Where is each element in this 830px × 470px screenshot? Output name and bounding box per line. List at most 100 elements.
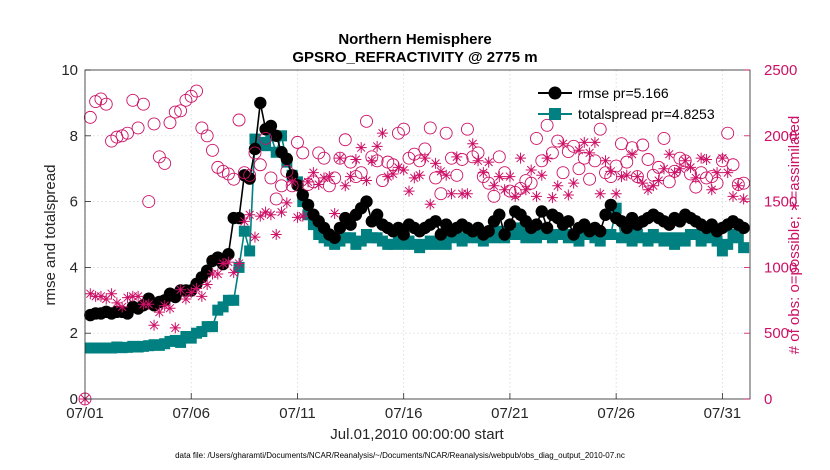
assimilated-obs-point <box>159 300 171 312</box>
possible-obs-point <box>583 172 597 186</box>
chart-subtitle: GPSRO_REFRACTIVITY @ 2775 m <box>292 49 537 66</box>
spread-point <box>642 235 654 247</box>
rmse-point <box>429 215 442 228</box>
x-tick-label: 07/16 <box>385 405 423 422</box>
possible-obs-point <box>168 105 182 119</box>
possible-obs-point <box>556 166 570 180</box>
rmse-point <box>280 152 294 166</box>
assimilated-obs-point <box>546 192 558 204</box>
assimilated-obs-point <box>228 267 240 279</box>
rmse-point <box>535 205 548 218</box>
y-tick-label: 10 <box>61 62 78 79</box>
assimilated-obs-point <box>515 152 527 164</box>
rmse-point <box>301 198 315 212</box>
possible-obs-point <box>99 97 113 111</box>
assimilated-obs-point <box>552 180 564 192</box>
possible-obs-point <box>174 104 188 118</box>
legend-spread-marker <box>549 108 561 120</box>
rmse-point <box>328 231 341 244</box>
spread-point <box>345 232 357 244</box>
possible-obs-point <box>535 154 549 168</box>
assimilated-obs-point <box>270 229 282 240</box>
spread-point <box>626 235 638 247</box>
assimilated-obs-point <box>536 169 548 181</box>
spread-point <box>451 229 463 240</box>
assimilated-obs-point <box>132 290 144 302</box>
rmse-point <box>540 221 554 235</box>
assimilated-obs-point <box>467 138 479 150</box>
assimilated-obs-point <box>732 180 744 192</box>
assimilated-obs-point <box>685 161 697 173</box>
possible-obs-point <box>662 175 676 189</box>
rmse-point <box>620 221 633 235</box>
possible-obs-point <box>498 166 512 180</box>
x-tick-label: 07/31 <box>704 405 742 422</box>
possible-obs-point <box>439 126 453 140</box>
assimilated-obs-point <box>440 169 452 181</box>
possible-obs-point <box>492 150 506 164</box>
assimilated-obs-point <box>345 171 357 183</box>
possible-obs-point <box>190 84 203 98</box>
assimilated-obs-point <box>600 155 612 167</box>
assimilated-obs-point <box>716 152 728 164</box>
possible-obs-point <box>572 162 586 176</box>
possible-obs-point <box>264 171 278 185</box>
series-rmse <box>84 96 750 322</box>
spread-point <box>493 225 505 237</box>
assimilated-obs-point <box>143 298 155 310</box>
assimilated-obs-point <box>430 157 442 169</box>
assimilated-obs-point <box>318 172 330 184</box>
rmse-point <box>270 129 283 142</box>
spread-point <box>488 232 500 244</box>
possible-obs-point <box>397 122 411 136</box>
spread-point <box>307 219 319 231</box>
assimilated-obs-point <box>589 136 601 148</box>
rmse-point <box>360 195 373 208</box>
rmse-point <box>737 221 750 235</box>
assimilated-obs-point <box>100 293 112 305</box>
assimilated-obs-point <box>653 175 665 187</box>
assimilated-obs-point <box>84 288 96 300</box>
possible-obs-point <box>269 192 283 206</box>
assimilated-obs-point <box>217 257 229 269</box>
assimilated-obs-point <box>244 209 256 221</box>
y-right-tick-label: 1500 <box>764 194 797 211</box>
spread-point <box>706 229 718 240</box>
spread-point <box>440 238 452 250</box>
y-right-tick-label: 1000 <box>764 259 797 276</box>
possible-obs-point <box>423 121 437 135</box>
spread-point <box>573 235 585 247</box>
possible-obs-point <box>152 150 166 164</box>
assimilated-obs-point <box>621 169 633 181</box>
assimilated-obs-point <box>249 231 261 243</box>
rmse-point <box>530 218 543 231</box>
possible-obs-point <box>545 146 559 160</box>
assimilated-obs-point <box>631 171 643 183</box>
possible-obs-point <box>577 151 591 165</box>
assimilated-obs-point <box>307 167 319 179</box>
assimilated-obs-point <box>573 144 585 156</box>
assimilated-obs-point <box>499 184 511 196</box>
assimilated-obs-point <box>111 297 123 309</box>
assimilated-obs-point <box>339 180 351 192</box>
assimilated-obs-point <box>525 164 537 176</box>
spread-point <box>206 321 218 333</box>
spread-point <box>690 229 702 240</box>
assimilated-obs-point <box>679 155 691 167</box>
assimilated-obs-point <box>153 306 165 318</box>
assimilated-obs-point <box>451 151 463 163</box>
assimilated-obs-point <box>164 302 176 314</box>
possible-obs-point <box>375 174 389 187</box>
possible-obs-point <box>561 145 575 159</box>
spread-point <box>509 229 521 240</box>
assimilated-obs-point <box>291 211 303 223</box>
assimilated-obs-point <box>557 138 569 150</box>
possible-obs-point <box>620 155 634 169</box>
assimilated-obs-point <box>403 185 415 197</box>
assimilated-obs-point <box>392 161 404 173</box>
assimilated-obs-point <box>562 189 574 201</box>
possible-obs-point <box>429 171 443 185</box>
y-tick-label: 0 <box>70 391 78 408</box>
assimilated-obs-point <box>95 290 107 302</box>
rmse-point <box>222 248 235 261</box>
